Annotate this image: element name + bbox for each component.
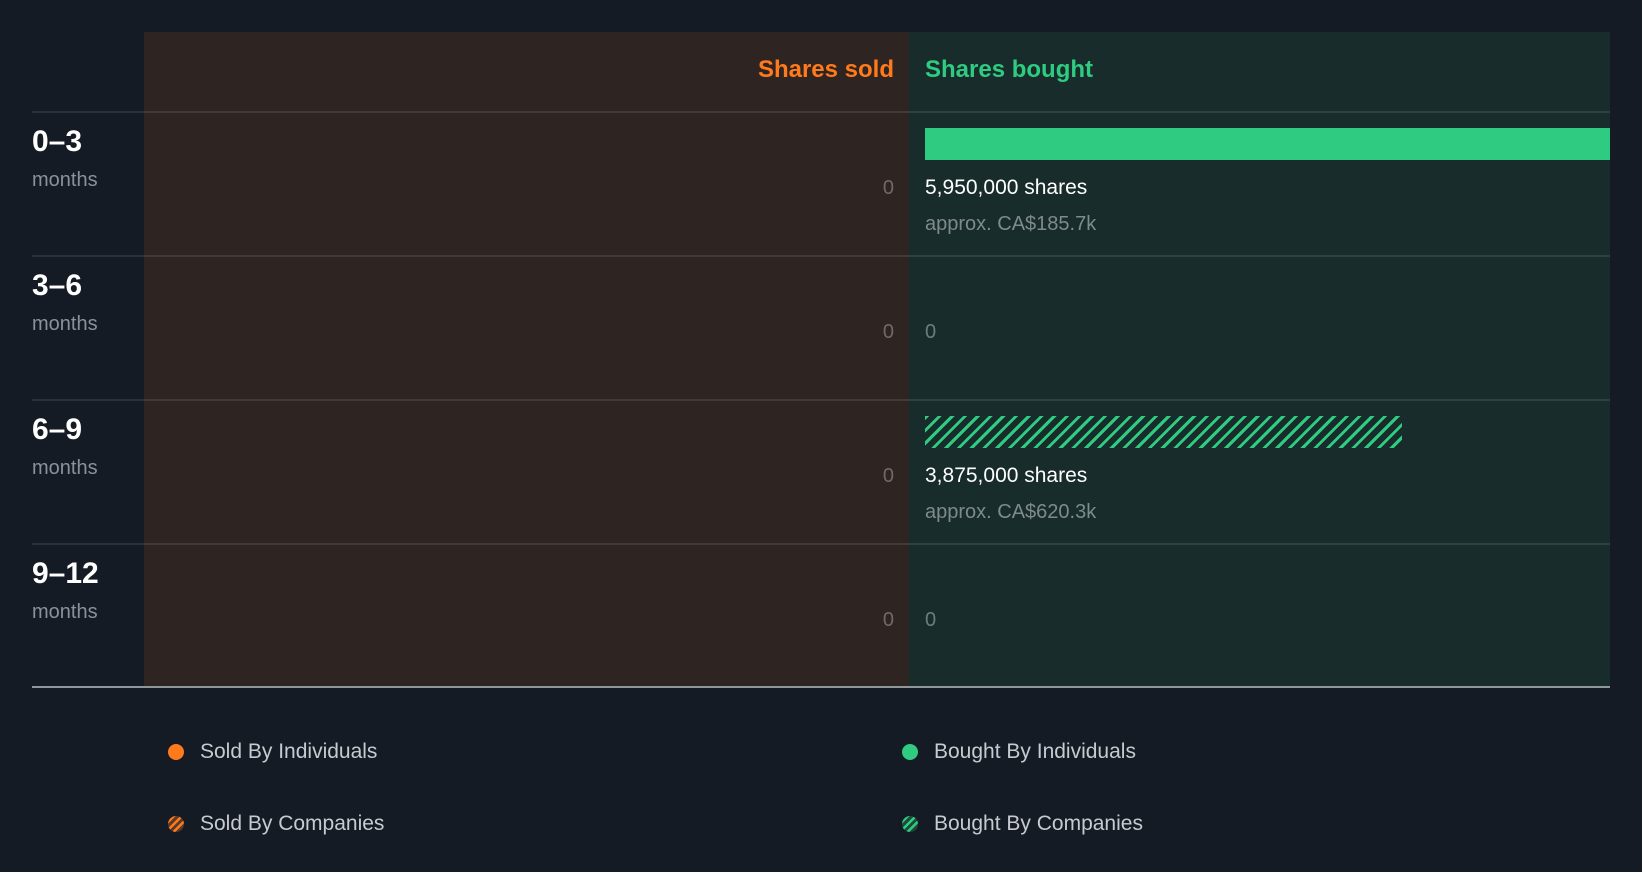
period-label: 9–12 <box>32 557 99 590</box>
bought-by-companies-bar[interactable] <box>925 416 1402 448</box>
legend-bought-by-individuals[interactable]: Bought By Individuals <box>902 740 1136 764</box>
legend-label: Sold By Companies <box>200 812 385 835</box>
shares-sold-panel <box>144 32 909 687</box>
period-row-3-6: 3–6 months 0 0 <box>0 256 1642 400</box>
row-divider <box>32 111 1610 113</box>
shares-bought-header: Shares bought <box>925 56 1094 83</box>
sold-value: 0 <box>882 465 894 487</box>
bought-approx-value: approx. CA$620.3k <box>925 501 1097 523</box>
legend-sold-by-individuals[interactable]: Sold By Individuals <box>168 740 377 764</box>
period-unit: months <box>32 169 98 191</box>
period-unit: months <box>32 601 98 623</box>
row-divider <box>32 399 1610 401</box>
shares-sold-header: Shares sold <box>757 56 894 83</box>
bought-by-individuals-bar[interactable] <box>925 128 1610 160</box>
legend-label: Bought By Companies <box>934 812 1143 835</box>
period-label: 6–9 <box>32 413 83 446</box>
legend-label: Sold By Individuals <box>200 740 378 763</box>
legend-bought-by-companies[interactable]: Bought By Companies <box>902 812 1143 836</box>
bought-value: 0 <box>925 321 937 343</box>
baseline-axis <box>32 686 1610 688</box>
sold-value: 0 <box>882 321 894 343</box>
period-row-9-12: 9–12 months 0 0 <box>0 544 1642 688</box>
period-label: 0–3 <box>32 125 83 158</box>
period-unit: months <box>32 457 98 479</box>
orange-hatched-dot-icon <box>168 816 184 832</box>
row-divider <box>32 543 1610 545</box>
orange-dot-icon <box>168 744 184 760</box>
row-divider <box>32 255 1610 257</box>
green-dot-icon <box>902 744 918 760</box>
period-row-6-9: 6–9 months 0 3,875,000 shares approx. CA… <box>0 400 1642 544</box>
sold-value: 0 <box>882 609 894 631</box>
bought-shares: 5,950,000 shares <box>925 176 1088 199</box>
bought-value: 0 <box>925 609 937 631</box>
period-row-0-3: 0–3 months 0 5,950,000 shares approx. CA… <box>0 112 1642 256</box>
sold-value: 0 <box>882 177 894 199</box>
legend-label: Bought By Individuals <box>934 740 1136 763</box>
legend-sold-by-companies[interactable]: Sold By Companies <box>168 812 384 836</box>
bought-shares: 3,875,000 shares <box>925 464 1088 487</box>
green-hatched-dot-icon <box>902 816 918 832</box>
bought-approx-value: approx. CA$185.7k <box>925 213 1097 235</box>
period-unit: months <box>32 313 98 335</box>
period-label: 3–6 <box>32 269 83 302</box>
